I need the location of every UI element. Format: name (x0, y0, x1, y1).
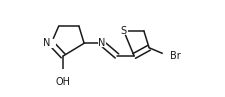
Text: Br: Br (170, 51, 180, 61)
Circle shape (120, 27, 127, 34)
Circle shape (163, 50, 174, 62)
Text: S: S (121, 26, 127, 36)
Circle shape (99, 40, 105, 47)
Text: N: N (98, 38, 106, 48)
Circle shape (47, 39, 55, 47)
Text: OH: OH (56, 77, 71, 87)
Circle shape (57, 70, 69, 82)
Text: N: N (43, 38, 50, 48)
